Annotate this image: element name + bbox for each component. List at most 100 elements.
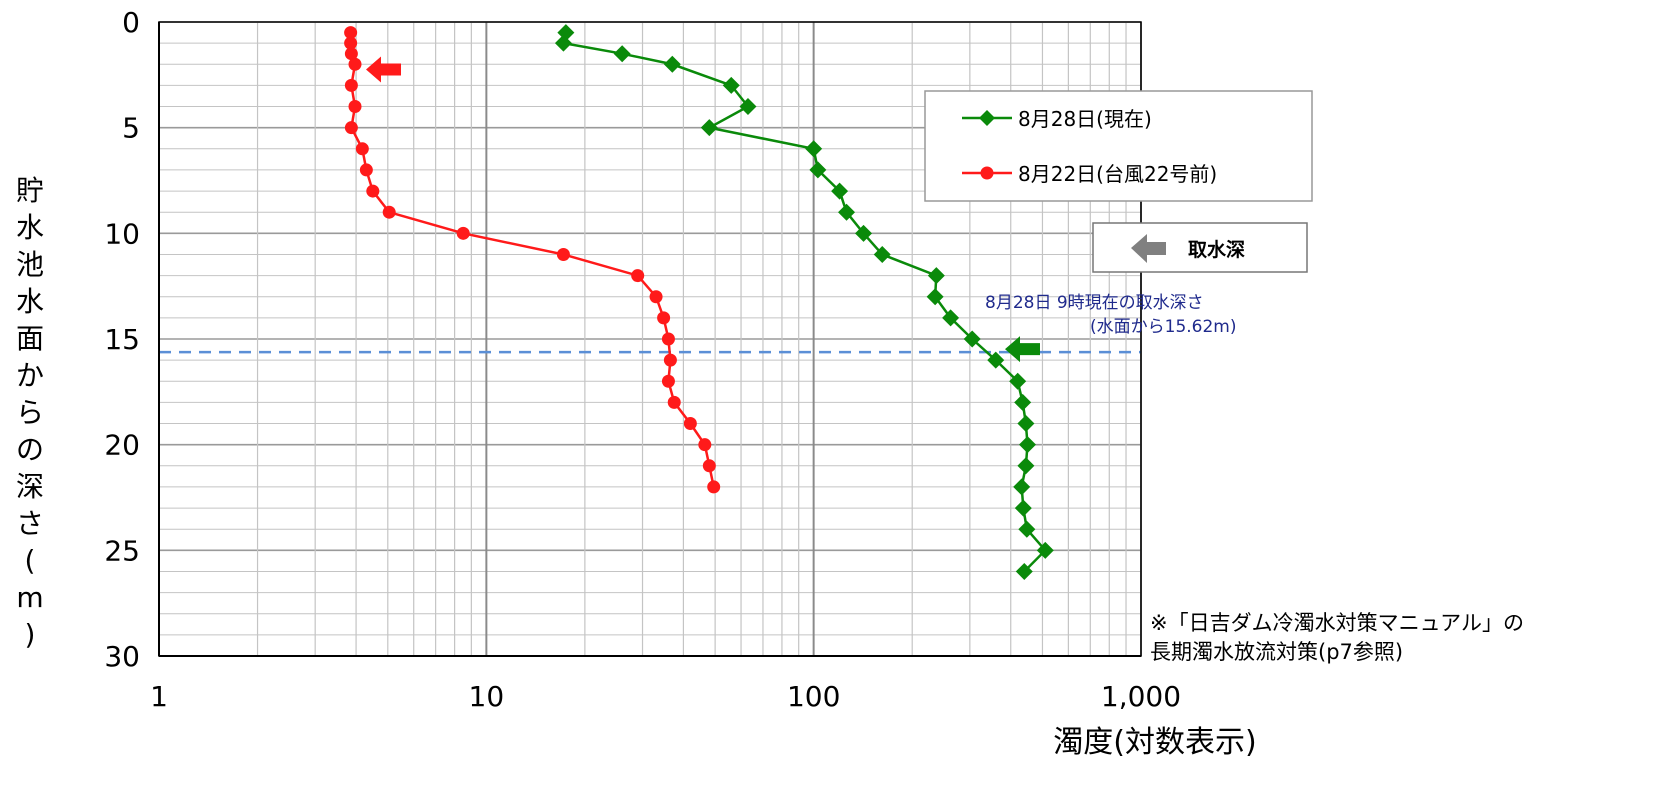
data-point-circle <box>359 163 373 177</box>
data-point-diamond <box>554 34 572 52</box>
data-point-diamond <box>855 224 873 242</box>
note-line1: ※「日吉ダム冷濁水対策マニュアル」の <box>1150 611 1524 635</box>
red-arrow-icon <box>366 56 401 83</box>
series-line-0 <box>561 32 1047 573</box>
intake-legend: 取水深 <box>1092 222 1308 273</box>
y-label-char: ( <box>25 544 36 577</box>
y-label-char: 水 <box>16 211 44 244</box>
y-tick-label: 5 <box>122 112 140 145</box>
data-point-diamond <box>1018 520 1036 538</box>
legend-label-aug22: 8月22日(台風22号前) <box>1018 162 1217 186</box>
y-tick-label: 20 <box>104 429 140 462</box>
x-axis-label: 濁度(対数表示) <box>1053 725 1256 760</box>
data-point-diamond <box>1017 457 1035 475</box>
intake-legend-label: 取水深 <box>1188 238 1245 261</box>
data-point-diamond <box>1018 436 1036 454</box>
axes <box>158 21 1142 657</box>
data-point-diamond <box>831 182 849 200</box>
data-point-diamond <box>805 140 823 158</box>
data-point-circle <box>702 459 716 473</box>
y-tick-label: 30 <box>104 640 140 673</box>
note-line2: 長期濁水放流対策(p7参照) <box>1150 640 1403 664</box>
data-point-diamond <box>1014 393 1032 411</box>
intake-legend-box <box>1092 222 1308 273</box>
intake-depth-label-line2: (水面から15.62m) <box>1090 317 1237 337</box>
data-point-diamond <box>873 245 891 263</box>
data-point-diamond <box>700 119 718 137</box>
data-point-circle <box>456 226 470 240</box>
series-group <box>344 24 1054 580</box>
data-point-diamond <box>613 45 631 63</box>
data-point-diamond <box>1013 478 1031 496</box>
x-tick-label: 10 <box>469 680 505 713</box>
data-point-diamond <box>663 55 681 73</box>
y-label-char: ら <box>16 396 44 429</box>
y-label-char: 貯 <box>16 174 44 207</box>
y-label-char: 面 <box>16 322 44 355</box>
y-label-char: ) <box>25 618 36 651</box>
y-label-char: 水 <box>16 285 44 318</box>
data-point-circle <box>661 332 675 346</box>
data-point-circle <box>657 311 671 325</box>
data-point-circle <box>366 184 380 198</box>
data-point-circle <box>556 247 570 261</box>
y-tick-label: 10 <box>104 217 140 250</box>
y-label-char: 深 <box>16 470 44 503</box>
data-point-circle <box>348 57 362 71</box>
data-point-circle <box>355 142 369 156</box>
data-point-circle <box>707 480 721 494</box>
y-tick-label: 15 <box>104 323 140 356</box>
x-tick-label: 1,000 <box>1101 680 1181 713</box>
data-point-diamond <box>1015 562 1033 580</box>
data-point-circle <box>667 395 681 409</box>
y-tick-label: 0 <box>122 6 140 39</box>
data-point-circle <box>683 417 697 431</box>
data-point-circle <box>663 353 677 367</box>
data-point-circle <box>698 438 712 452</box>
data-point-diamond <box>927 267 945 285</box>
legend-marker-aug28 <box>979 110 995 126</box>
data-point-diamond <box>1014 499 1032 517</box>
data-point-circle <box>344 47 358 61</box>
data-point-circle <box>348 100 362 114</box>
data-point-diamond <box>963 330 981 348</box>
y-label-char: か <box>16 359 44 392</box>
data-point-circle <box>344 36 358 50</box>
x-tick-label: 100 <box>787 680 840 713</box>
data-point-diamond <box>838 203 856 221</box>
intake-depth-label-line1: 8月28日 9時現在の取水深さ <box>985 293 1204 313</box>
data-point-diamond <box>809 161 827 179</box>
gray-arrow-icon <box>1131 234 1166 263</box>
data-point-diamond <box>739 98 757 116</box>
x-tick-label: 1 <box>150 680 168 713</box>
data-point-diamond <box>1009 372 1027 390</box>
arrow-markers <box>366 56 1040 363</box>
y-label-char: の <box>16 433 44 466</box>
legend-box <box>924 90 1313 202</box>
data-point-circle <box>631 269 645 283</box>
data-point-diamond <box>1036 541 1054 559</box>
data-point-circle <box>344 78 358 92</box>
data-point-circle <box>344 26 358 40</box>
legend-label-aug28: 8月28日(現在) <box>1018 107 1152 131</box>
y-label-char: m <box>16 581 43 614</box>
data-point-circle <box>661 374 675 388</box>
data-point-diamond <box>1017 415 1035 433</box>
data-point-circle <box>382 205 396 219</box>
y-axis-label: 貯水池水面からの深さ(m) <box>16 174 44 651</box>
legend: 8月28日(現在) 8月22日(台風22号前) <box>924 90 1313 202</box>
data-point-diamond <box>942 309 960 327</box>
data-point-diamond <box>722 76 740 94</box>
data-point-diamond <box>987 351 1005 369</box>
y-label-char: さ <box>16 507 44 540</box>
y-label-char: 池 <box>16 248 44 281</box>
data-point-diamond <box>926 288 944 306</box>
plot-border <box>158 21 1142 657</box>
green-arrow-icon <box>1005 336 1040 363</box>
ticks: 1 10 100 1,000 0 5 10 15 20 25 30 <box>104 6 1181 713</box>
legend-marker-aug22 <box>980 166 994 180</box>
y-tick-label: 25 <box>104 534 140 567</box>
data-point-circle <box>344 121 358 135</box>
data-point-circle <box>649 290 663 304</box>
